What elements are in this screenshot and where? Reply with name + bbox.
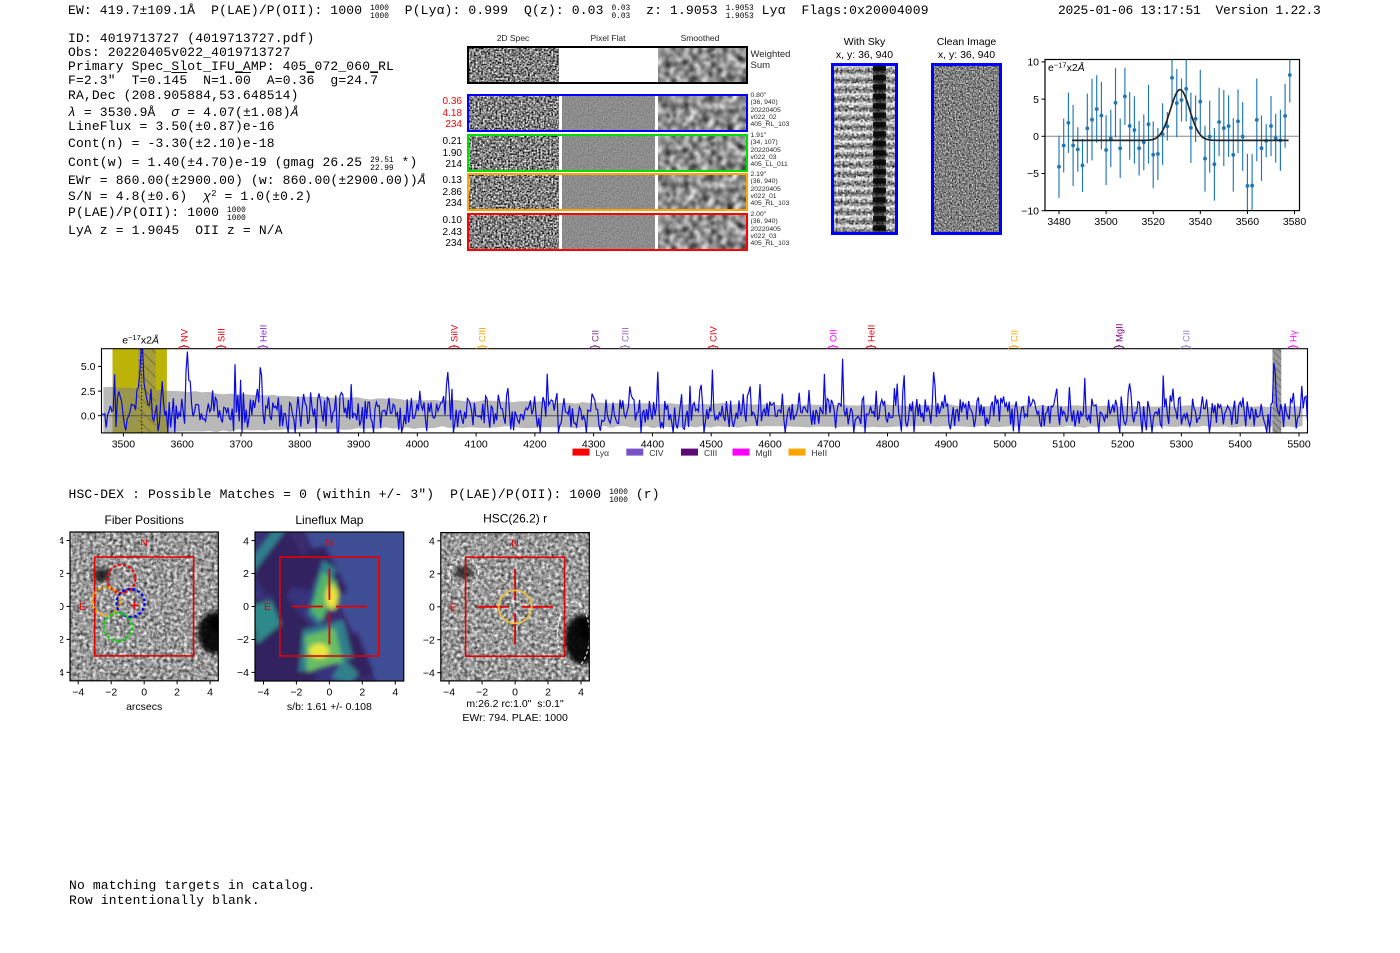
- svg-text:CIII: CIII: [620, 327, 631, 342]
- svg-text:CII: CII: [1009, 330, 1020, 342]
- svg-text:0: 0: [1033, 131, 1039, 143]
- svg-text:CIII: CIII: [704, 448, 717, 458]
- svg-text:N: N: [326, 537, 334, 549]
- svg-text:3580: 3580: [1283, 216, 1307, 228]
- svg-text:EWr: 794. PLAE: 1000: EWr: 794. PLAE: 1000: [462, 712, 568, 724]
- svg-text:Hγ: Hγ: [1288, 330, 1299, 342]
- svg-text:CII: CII: [1181, 330, 1192, 342]
- svg-text:5000: 5000: [993, 439, 1017, 451]
- svg-text:3560: 3560: [1236, 216, 1260, 228]
- svg-text:N: N: [511, 538, 519, 550]
- svg-text:2: 2: [545, 686, 551, 698]
- svg-text:E: E: [450, 601, 457, 613]
- svg-text:−4: −4: [258, 687, 270, 699]
- svg-text:3540: 3540: [1189, 216, 1213, 228]
- svg-text:CIV: CIV: [649, 448, 664, 458]
- svg-text:4500: 4500: [700, 439, 724, 451]
- svg-text:4: 4: [578, 686, 584, 698]
- svg-text:−4: −4: [72, 686, 84, 698]
- svg-text:0.0: 0.0: [81, 410, 96, 422]
- svg-text:−10: −10: [1021, 205, 1039, 217]
- svg-text:3500: 3500: [112, 439, 136, 451]
- svg-text:N: N: [140, 537, 148, 549]
- svg-text:HeII: HeII: [866, 325, 877, 342]
- svg-text:3700: 3700: [229, 439, 253, 451]
- svg-text:−2: −2: [476, 686, 488, 698]
- svg-text:2: 2: [60, 568, 64, 580]
- svg-text:0: 0: [512, 686, 518, 698]
- svg-text:0: 0: [141, 686, 147, 698]
- svg-text:−4: −4: [443, 686, 455, 698]
- svg-text:Lineflux Map: Lineflux Map: [295, 513, 363, 527]
- svg-text:4300: 4300: [582, 439, 606, 451]
- svg-text:−2: −2: [237, 634, 249, 646]
- svg-text:CII: CII: [590, 330, 601, 342]
- svg-text:4000: 4000: [406, 439, 430, 451]
- svg-text:4: 4: [60, 535, 64, 547]
- svg-text:3900: 3900: [347, 439, 371, 451]
- svg-text:4: 4: [392, 687, 398, 699]
- svg-text:3520: 3520: [1142, 216, 1166, 228]
- svg-text:−2: −2: [105, 686, 117, 698]
- svg-text:5.0: 5.0: [81, 361, 96, 373]
- svg-text:4200: 4200: [523, 439, 547, 451]
- svg-text:CIV: CIV: [708, 326, 719, 343]
- svg-text:2.5: 2.5: [81, 386, 96, 398]
- svg-text:MgII: MgII: [756, 448, 773, 458]
- svg-text:SiIV: SiIV: [449, 324, 460, 342]
- svg-text:4: 4: [243, 535, 249, 547]
- svg-text:5100: 5100: [1052, 439, 1076, 451]
- svg-text:HSC(26.2) r: HSC(26.2) r: [483, 512, 547, 526]
- svg-text:−4: −4: [423, 667, 435, 679]
- svg-text:−2: −2: [290, 687, 302, 699]
- svg-text:arcsecs: arcsecs: [126, 701, 162, 713]
- svg-text:2: 2: [243, 568, 249, 580]
- svg-text:2: 2: [429, 569, 435, 581]
- svg-text:Fiber Positions: Fiber Positions: [105, 513, 184, 527]
- svg-text:−2: −2: [60, 634, 64, 646]
- svg-text:4900: 4900: [935, 439, 959, 451]
- svg-text:5500: 5500: [1287, 439, 1311, 451]
- svg-text:3500: 3500: [1094, 216, 1118, 228]
- svg-text:NV: NV: [179, 328, 190, 342]
- svg-text:−4: −4: [237, 667, 249, 679]
- svg-text:0: 0: [429, 602, 435, 614]
- svg-text:−4: −4: [60, 667, 64, 679]
- svg-text:4: 4: [429, 536, 435, 548]
- svg-text:4: 4: [207, 686, 213, 698]
- svg-text:3600: 3600: [171, 439, 195, 451]
- svg-text:5200: 5200: [1111, 439, 1135, 451]
- svg-text:0: 0: [243, 601, 249, 613]
- svg-text:3800: 3800: [288, 439, 312, 451]
- svg-text:5300: 5300: [1170, 439, 1194, 451]
- svg-text:SiII: SiII: [216, 328, 227, 342]
- svg-text:10: 10: [1027, 57, 1039, 69]
- svg-text:4700: 4700: [817, 439, 841, 451]
- svg-text:4400: 4400: [641, 439, 665, 451]
- svg-text:4600: 4600: [758, 439, 782, 451]
- svg-text:HeII: HeII: [258, 325, 269, 342]
- svg-text:CIII: CIII: [477, 327, 488, 342]
- svg-text:e−17x2Å: e−17x2Å: [1048, 61, 1085, 75]
- svg-text:5400: 5400: [1229, 439, 1253, 451]
- svg-text:OII: OII: [828, 329, 839, 342]
- svg-text:E: E: [79, 601, 86, 613]
- svg-text:MgII: MgII: [1114, 324, 1125, 342]
- svg-text:4800: 4800: [876, 439, 900, 451]
- svg-text:3480: 3480: [1047, 216, 1071, 228]
- svg-text:5: 5: [1033, 94, 1039, 106]
- svg-text:4100: 4100: [464, 439, 488, 451]
- svg-text:0: 0: [60, 601, 64, 613]
- svg-text:0: 0: [326, 687, 332, 699]
- svg-text:HeII: HeII: [812, 448, 828, 458]
- svg-text:2: 2: [174, 686, 180, 698]
- svg-text:e−17x2Å: e−17x2Å: [122, 333, 159, 347]
- svg-text:−5: −5: [1027, 168, 1039, 180]
- svg-text:−2: −2: [423, 634, 435, 646]
- svg-text:m:26.2 rc:1.0" s:0.1": m:26.2 rc:1.0" s:0.1": [466, 698, 564, 710]
- svg-text:E: E: [264, 601, 271, 613]
- svg-text:s/b: 1.61 +/- 0.108: s/b: 1.61 +/- 0.108: [287, 701, 372, 713]
- svg-text:Lyα: Lyα: [596, 448, 610, 458]
- svg-text:2: 2: [359, 687, 365, 699]
